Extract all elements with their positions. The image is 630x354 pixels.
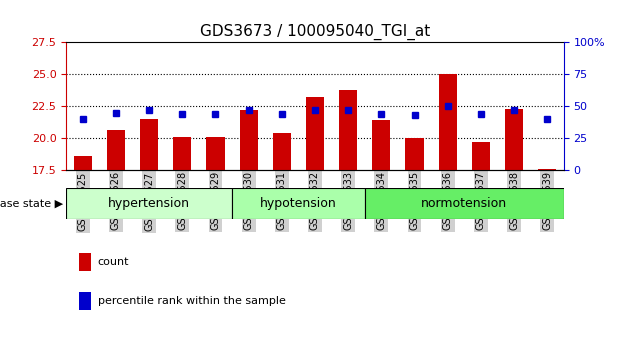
Text: hypertension: hypertension	[108, 197, 190, 210]
Bar	[207, 137, 224, 170]
Text: normotension: normotension	[421, 197, 507, 210]
Bar	[79, 292, 91, 310]
Bar	[232, 188, 365, 219]
Bar	[140, 119, 158, 170]
Bar	[538, 169, 556, 170]
Bar	[372, 120, 391, 170]
Bar	[74, 156, 92, 170]
Text: disease state ▶: disease state ▶	[0, 199, 63, 209]
Bar	[173, 137, 192, 170]
Text: count: count	[98, 257, 129, 267]
Bar	[273, 133, 291, 170]
Bar	[438, 74, 457, 170]
Title: GDS3673 / 100095040_TGI_at: GDS3673 / 100095040_TGI_at	[200, 23, 430, 40]
Text: percentile rank within the sample: percentile rank within the sample	[98, 296, 285, 306]
Bar	[339, 90, 357, 170]
Bar	[406, 138, 423, 170]
Text: hypotension: hypotension	[260, 197, 337, 210]
Bar	[472, 142, 490, 170]
Bar	[66, 188, 232, 219]
Bar	[306, 97, 324, 170]
Bar	[79, 253, 91, 271]
Bar	[107, 130, 125, 170]
Bar	[505, 109, 523, 170]
Bar	[239, 110, 258, 170]
Bar	[365, 188, 564, 219]
